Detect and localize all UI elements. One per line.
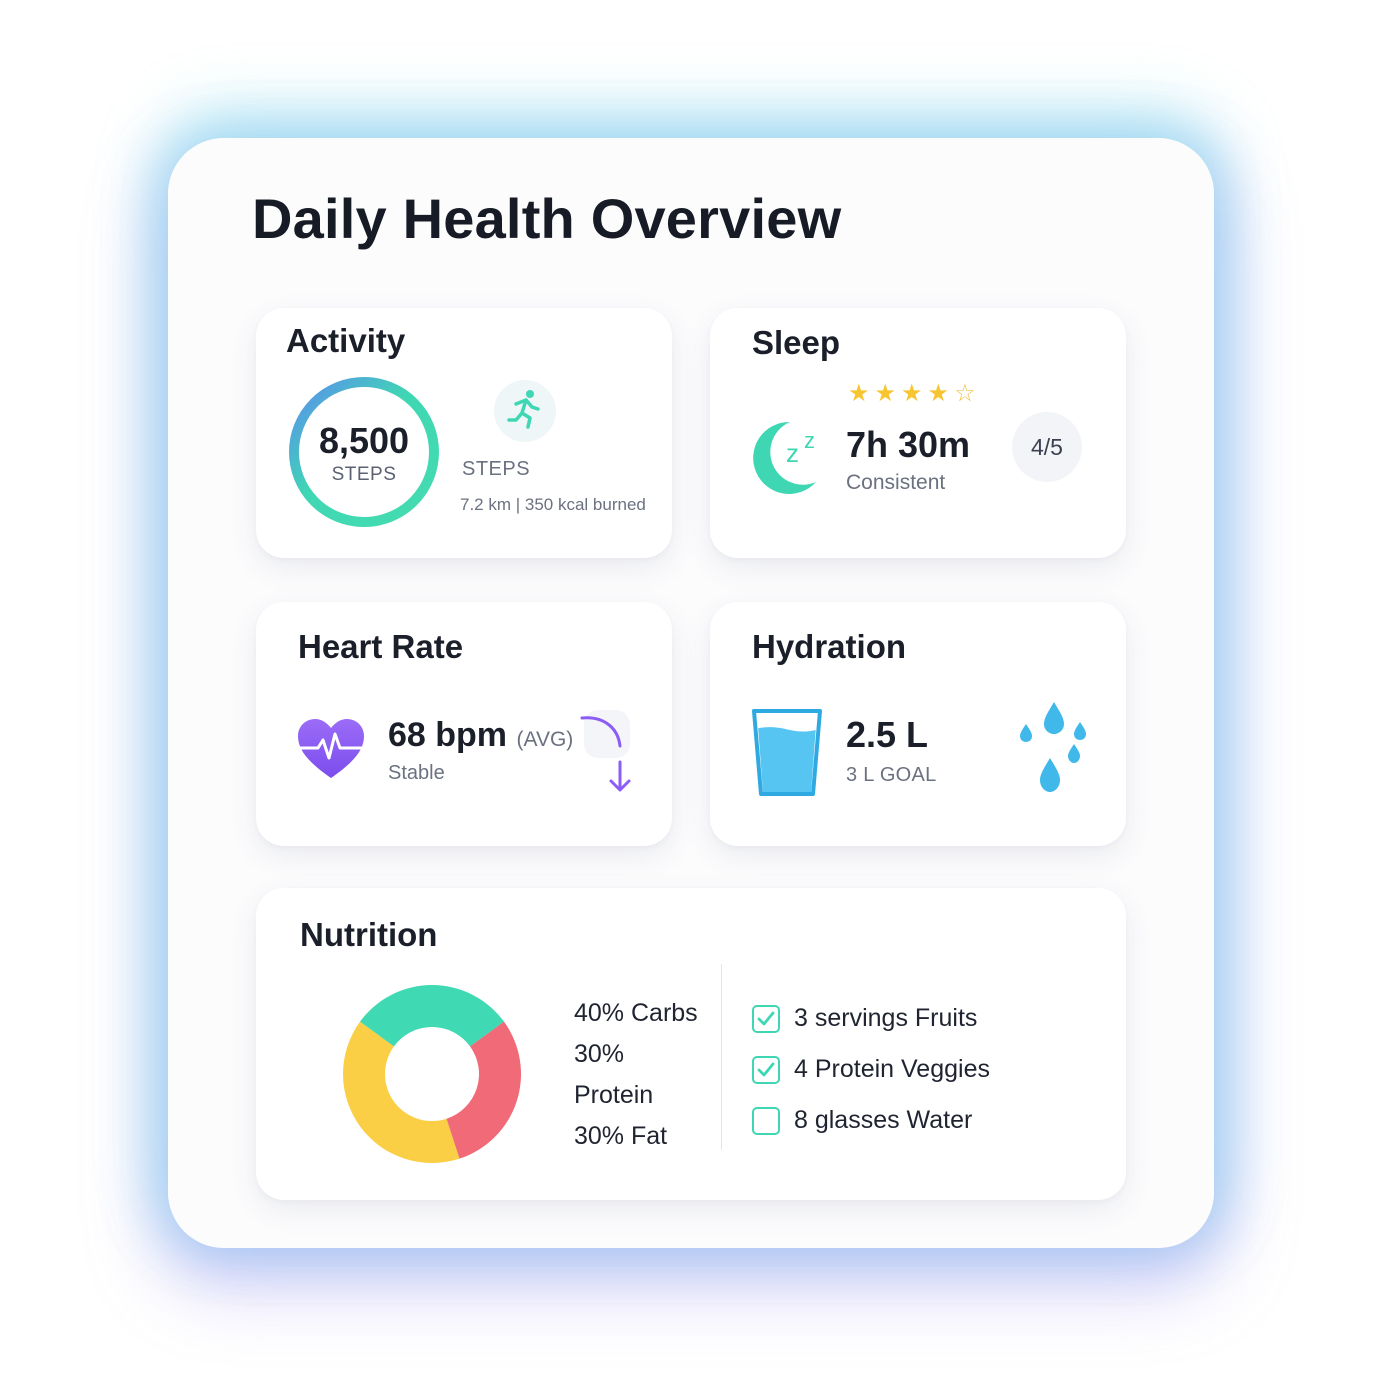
checkbox-checked[interactable]	[752, 1055, 780, 1084]
checklist-item[interactable]: 3 servings Fruits	[752, 1004, 990, 1033]
heart-rate-card[interactable]: Heart Rate 68 bpm (AVG) Stable	[256, 602, 672, 846]
hydration-card[interactable]: Hydration 2.5 L 3 L GOAL	[710, 602, 1126, 846]
macro-legend: 40% Carbs 30% Protein 30% Fat	[574, 993, 698, 1157]
steps-label: STEPS	[462, 458, 531, 480]
check-icon	[757, 1062, 775, 1076]
star-filled-icon: ★	[848, 380, 870, 407]
hydration-goal: 3 L GOAL	[846, 764, 937, 786]
heart-rate-title: Heart Rate	[298, 628, 464, 665]
water-drops-icon	[1020, 702, 1086, 792]
svg-text:z: z	[786, 438, 799, 468]
sleep-quality: Consistent	[846, 471, 946, 494]
nutrition-checklist: 3 servings Fruits 4 Protein Veggies 8 gl…	[752, 1004, 990, 1135]
steps-unit: STEPS	[331, 464, 397, 485]
checklist-label: 3 servings Fruits	[794, 1004, 978, 1032]
check-icon	[757, 1011, 775, 1025]
sleep-card[interactable]: Sleep ★ ★ ★ ★ ☆ z z 7h 30m Consistent 4/…	[710, 308, 1126, 558]
checklist-item[interactable]: 4 Protein Veggies	[752, 1055, 990, 1084]
heart-rate-value-row: 68 bpm (AVG)	[388, 716, 573, 755]
nutrition-title: Nutrition	[300, 916, 438, 953]
hydration-title: Hydration	[752, 628, 907, 665]
page-title: Daily Health Overview	[252, 187, 842, 250]
activity-card[interactable]: Activity 8,500 STEPS STEPS 7.2 km | 350 …	[256, 308, 672, 558]
hydration-value: 2.5 L	[846, 714, 929, 755]
moon-zz-icon: z z	[753, 421, 816, 494]
macro-legend-line: Protein	[574, 1081, 654, 1109]
trend-down-arrow-icon	[580, 710, 631, 792]
heart-rate-avg-label: (AVG)	[516, 728, 574, 751]
heart-rate-status: Stable	[388, 762, 445, 784]
nutrition-card[interactable]: Nutrition 40% Carbs 30% Protein 30% Fat …	[256, 888, 1126, 1200]
macro-legend-line: 40% Carbs	[574, 999, 698, 1027]
sleep-title: Sleep	[752, 324, 841, 361]
star-filled-icon: ★	[927, 380, 950, 407]
macro-donut-chart	[343, 985, 521, 1163]
steps-ring	[289, 377, 439, 527]
activity-title: Activity	[286, 322, 406, 359]
svg-text:z: z	[804, 428, 815, 453]
donut-slice-fat	[446, 1021, 521, 1159]
steps-value: 8,500	[318, 420, 410, 461]
nutrition-divider	[721, 964, 722, 1150]
heart-rate-value: 68 bpm	[388, 716, 508, 754]
steps-meta: 7.2 km | 350 kcal burned	[460, 495, 646, 514]
star-rating: ★ ★ ★ ★ ☆	[848, 382, 976, 406]
checkbox-unchecked[interactable]	[752, 1106, 780, 1135]
checklist-label: 4 Protein Veggies	[794, 1055, 990, 1083]
heart-pulse-icon	[298, 719, 364, 778]
donut-slice-protein	[359, 985, 505, 1047]
checklist-item[interactable]: 8 glasses Water	[752, 1106, 990, 1135]
star-filled-icon: ★	[874, 380, 897, 407]
star-empty-icon: ☆	[954, 380, 976, 407]
sleep-duration: 7h 30m	[846, 424, 971, 465]
donut-slice-carbs	[343, 1021, 460, 1163]
water-glass-icon	[752, 709, 822, 796]
checklist-label: 8 glasses Water	[794, 1106, 973, 1134]
sleep-score-badge: 4/5	[1012, 412, 1082, 482]
checkbox-checked[interactable]	[752, 1004, 780, 1033]
macro-legend-line: 30% Fat	[574, 1122, 668, 1150]
macro-legend-line: 30%	[574, 1040, 625, 1068]
running-person-icon	[494, 380, 556, 442]
star-filled-icon: ★	[901, 380, 923, 407]
